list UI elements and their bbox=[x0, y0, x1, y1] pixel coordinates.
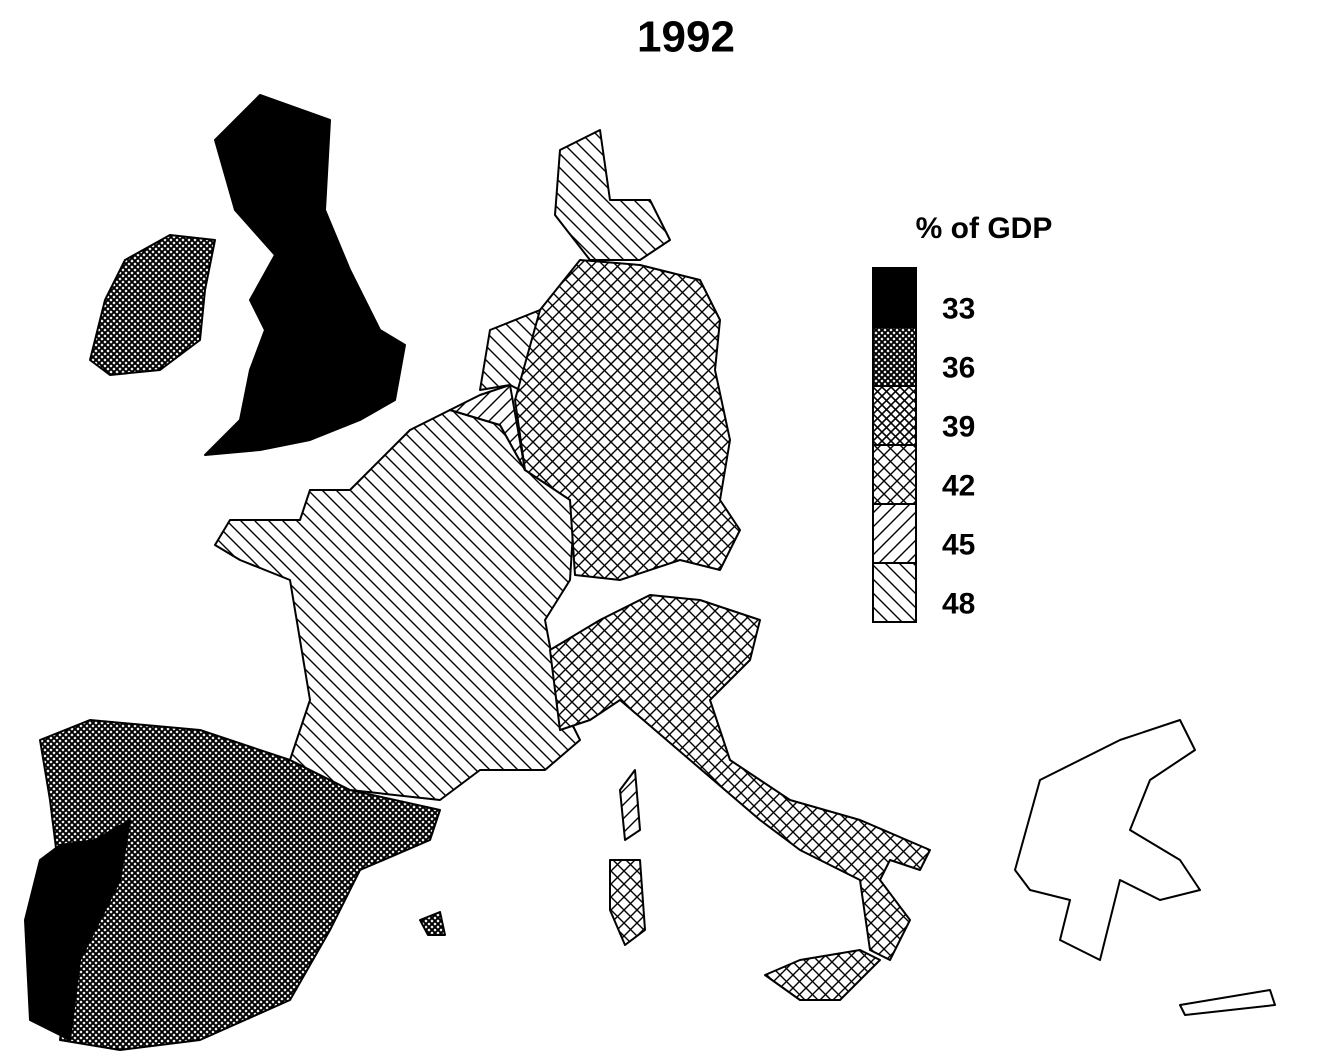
legend: 33 36 39 42 45 48 bbox=[872, 267, 975, 623]
country bbox=[1014, 719, 1201, 961]
country bbox=[204, 94, 406, 456]
island bbox=[419, 911, 446, 936]
country bbox=[449, 384, 526, 471]
legend-swatch bbox=[872, 385, 917, 446]
legend-label: 45 bbox=[942, 528, 975, 561]
countries bbox=[24, 94, 1276, 1051]
legend-label: 39 bbox=[942, 410, 975, 443]
country bbox=[549, 594, 931, 961]
island bbox=[609, 859, 646, 946]
map-title: 1992 bbox=[637, 13, 735, 62]
legend-swatch bbox=[872, 503, 917, 564]
legend-label: 42 bbox=[942, 469, 975, 502]
island bbox=[764, 949, 881, 1001]
country bbox=[89, 234, 216, 376]
legend-swatch bbox=[872, 326, 917, 387]
country bbox=[514, 259, 741, 581]
legend-label: 33 bbox=[942, 292, 975, 325]
country bbox=[24, 819, 131, 1041]
legend-swatch bbox=[872, 267, 917, 328]
legend-label: 36 bbox=[942, 351, 975, 384]
island bbox=[1179, 989, 1276, 1016]
legend-swatch bbox=[872, 444, 917, 505]
legend-title: % of GDP bbox=[916, 212, 1053, 245]
island bbox=[619, 769, 641, 841]
legend-swatch bbox=[872, 562, 917, 623]
country bbox=[554, 129, 671, 261]
legend-label: 48 bbox=[942, 587, 975, 620]
